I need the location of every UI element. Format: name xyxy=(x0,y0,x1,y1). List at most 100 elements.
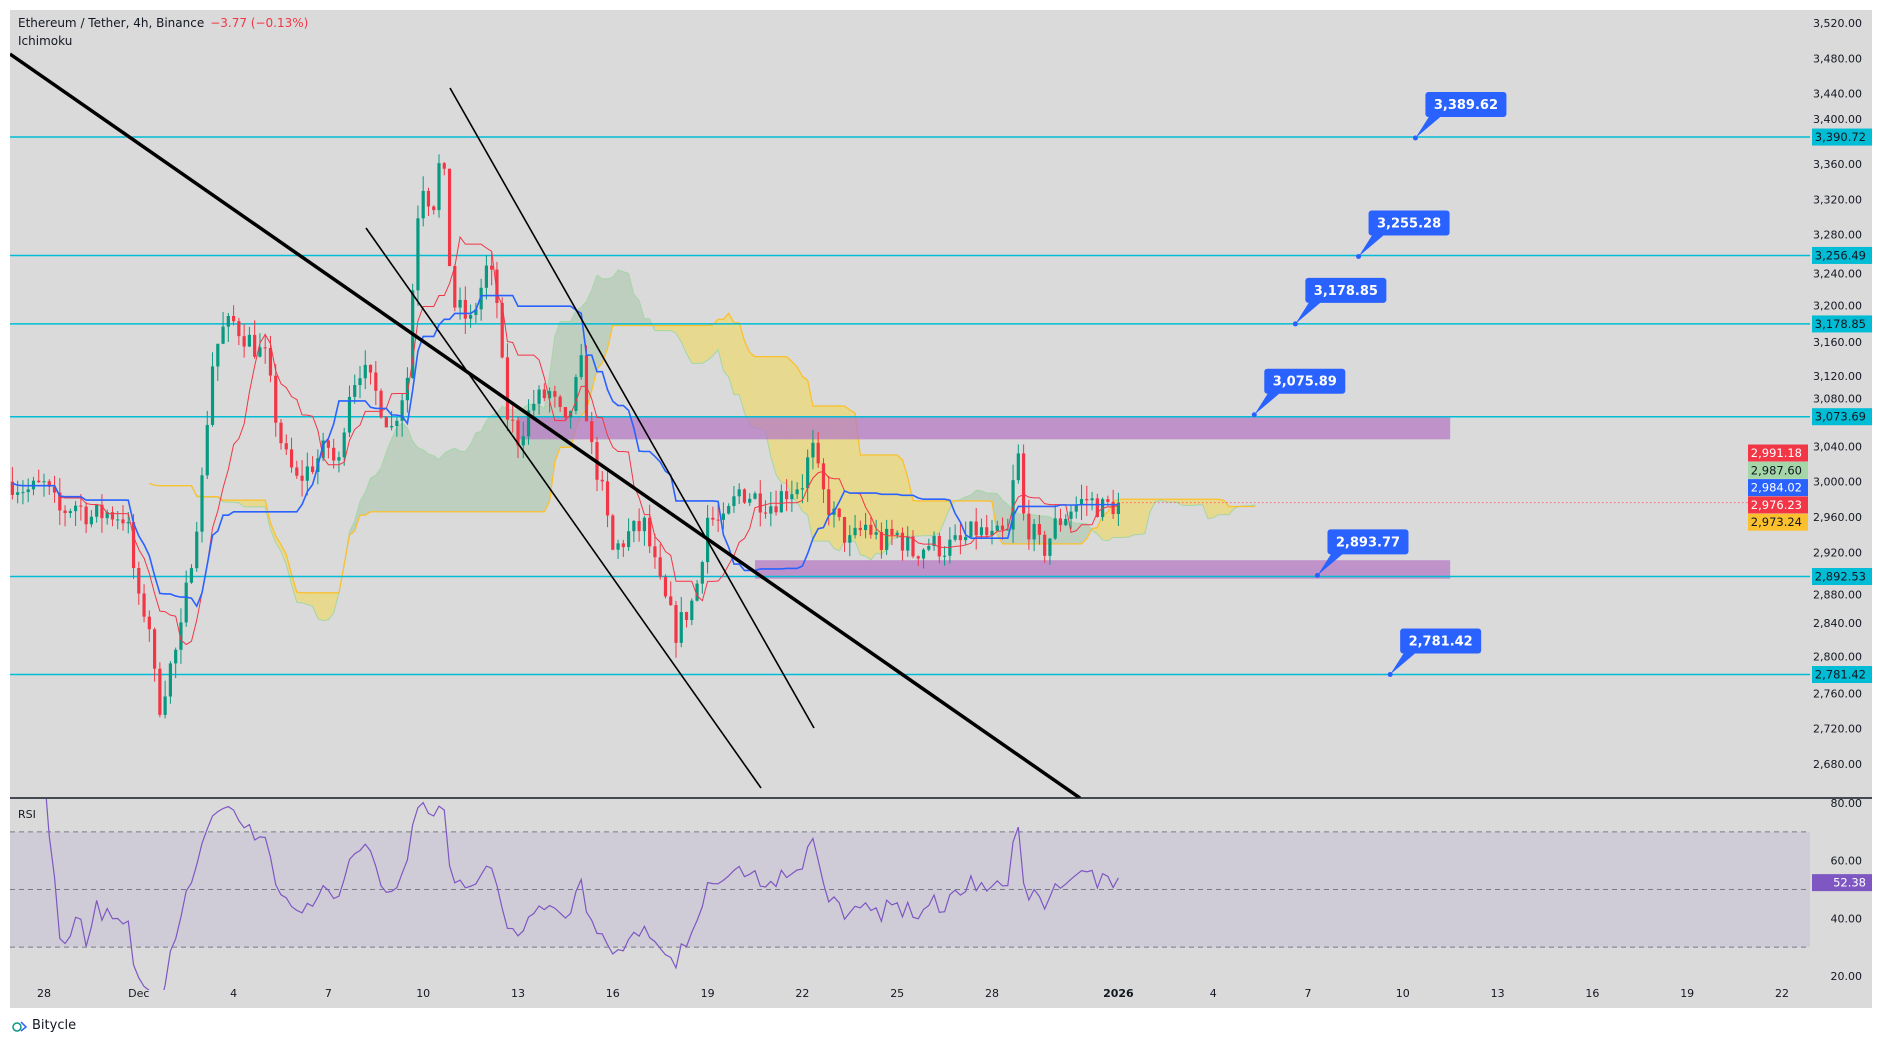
candle-body xyxy=(300,475,304,481)
candle-body xyxy=(289,449,294,468)
callout-label: 3,389.62 xyxy=(1434,98,1498,113)
candle-body xyxy=(1085,499,1089,501)
candle-body xyxy=(848,535,852,543)
rsi-axis-tick: 60.00 xyxy=(1831,855,1863,868)
ichimoku-cloud-segment xyxy=(360,492,366,516)
ichimoku-cloud-segment xyxy=(707,324,713,361)
candle-body xyxy=(247,334,251,347)
ichimoku-cloud-segment xyxy=(312,592,318,619)
candle-body xyxy=(26,489,30,493)
ichimoku-cloud-segment xyxy=(1002,500,1008,544)
candle-body xyxy=(168,663,172,697)
ichimoku-cloud-segment xyxy=(1128,499,1135,537)
level-price-tag: 3,256.49 xyxy=(1815,248,1866,262)
price-axis-tick: 3,040.00 xyxy=(1813,440,1862,453)
candle-body xyxy=(584,355,589,422)
candle-body xyxy=(800,488,804,490)
ichimoku-cloud-segment xyxy=(755,356,761,429)
candle-body xyxy=(669,596,673,606)
candle-body xyxy=(368,364,373,373)
ichimoku-cloud-segment xyxy=(870,454,877,560)
ichimoku-cloud-segment xyxy=(502,406,508,512)
candle-body xyxy=(279,422,283,444)
candle-body xyxy=(153,629,157,669)
ichimoku-cloud-segment xyxy=(1171,499,1177,503)
price-axis-tick: 3,400.00 xyxy=(1813,113,1862,126)
callout-pointer xyxy=(1295,301,1322,324)
candle-body xyxy=(663,576,668,597)
ichimoku-cloud-segment xyxy=(449,448,455,512)
candle-body xyxy=(774,506,778,513)
rsi-legend[interactable]: RSI xyxy=(18,808,36,821)
candle-body xyxy=(906,536,910,551)
indicator-price-tag: 2,984.02 xyxy=(1751,481,1802,495)
ichimoku-cloud-segment xyxy=(623,271,629,326)
ichimoku-cloud-segment xyxy=(676,325,682,342)
candle-body xyxy=(332,447,336,461)
candle-body xyxy=(574,377,578,411)
ichimoku-cloud-segment xyxy=(918,500,924,537)
chart-area[interactable] xyxy=(10,10,1872,1008)
candle-body xyxy=(806,457,810,489)
time-axis-tick: 13 xyxy=(1491,987,1505,1000)
level-price-tag: 2,892.53 xyxy=(1815,569,1866,583)
ichimoku-cloud-segment xyxy=(544,375,550,512)
candle-body xyxy=(716,519,720,521)
symbol-legend[interactable]: Ethereum / Tether, 4h, Binance −3.77 (−0.… xyxy=(18,16,308,30)
candle-body xyxy=(337,457,341,461)
candle-body xyxy=(74,505,78,512)
candle-body xyxy=(605,481,610,516)
indicator-price-tag: 2,976.23 xyxy=(1751,498,1802,512)
time-axis-tick: 28 xyxy=(37,987,51,1000)
ichimoku-cloud-segment xyxy=(860,454,866,557)
ichimoku-cloud-segment xyxy=(633,294,640,326)
price-axis-tick: 2,800.00 xyxy=(1813,651,1862,664)
candle-body xyxy=(21,492,25,494)
candle-body xyxy=(416,218,420,291)
candle-body xyxy=(637,520,641,532)
rsi-pane xyxy=(10,799,1810,990)
ichimoku-span-b xyxy=(149,312,1256,594)
time-axis-tick: 22 xyxy=(1775,987,1789,1000)
candle-body xyxy=(763,512,768,514)
price-axis-tick: 3,520.00 xyxy=(1813,17,1862,30)
ichimoku-cloud-segment xyxy=(328,592,334,620)
price-axis-tick: 3,240.00 xyxy=(1813,267,1862,280)
candle-body xyxy=(268,348,273,376)
candle-body xyxy=(616,543,620,550)
ichimoku-cloud-segment xyxy=(1060,521,1066,544)
ichimoku-cloud-segment xyxy=(1218,499,1224,515)
candle-body xyxy=(400,400,404,421)
indicator-price-tag-bg xyxy=(1748,461,1808,479)
bitycle-logo-icon xyxy=(12,1020,28,1032)
candle-body xyxy=(979,527,984,536)
price-axis-tick: 3,160.00 xyxy=(1813,336,1862,349)
ichimoku-cloud-segment xyxy=(386,438,392,512)
candle-body xyxy=(421,190,425,219)
candle-body xyxy=(1022,453,1026,514)
ichimoku-cloud-segment xyxy=(628,273,634,326)
candle-body xyxy=(537,389,541,404)
candle-body xyxy=(137,568,141,594)
candle-body xyxy=(1048,538,1052,556)
supply-demand-zone xyxy=(518,416,1451,440)
ichimoku-cloud-segment xyxy=(1186,499,1193,506)
ichimoku-cloud-segment xyxy=(486,415,492,512)
candle-body xyxy=(437,163,441,211)
callout-pointer xyxy=(1390,652,1417,675)
candle-body xyxy=(326,440,330,448)
candle-body xyxy=(210,366,215,425)
ichimoku-cloud-segment xyxy=(891,454,898,540)
ichimoku-cloud-segment xyxy=(1071,521,1077,544)
time-axis-tick: Dec xyxy=(128,987,149,1000)
candle-body xyxy=(526,410,531,437)
candle-body xyxy=(200,475,204,532)
candle-body xyxy=(163,696,167,715)
indicator-legend-ichimoku[interactable]: Ichimoku xyxy=(18,34,73,48)
candle-body xyxy=(52,486,57,493)
ichimoku-cloud-segment xyxy=(244,500,250,507)
candle-body xyxy=(158,668,162,715)
ichimoku-cloud-segment xyxy=(402,423,408,512)
candle-body xyxy=(679,612,683,643)
